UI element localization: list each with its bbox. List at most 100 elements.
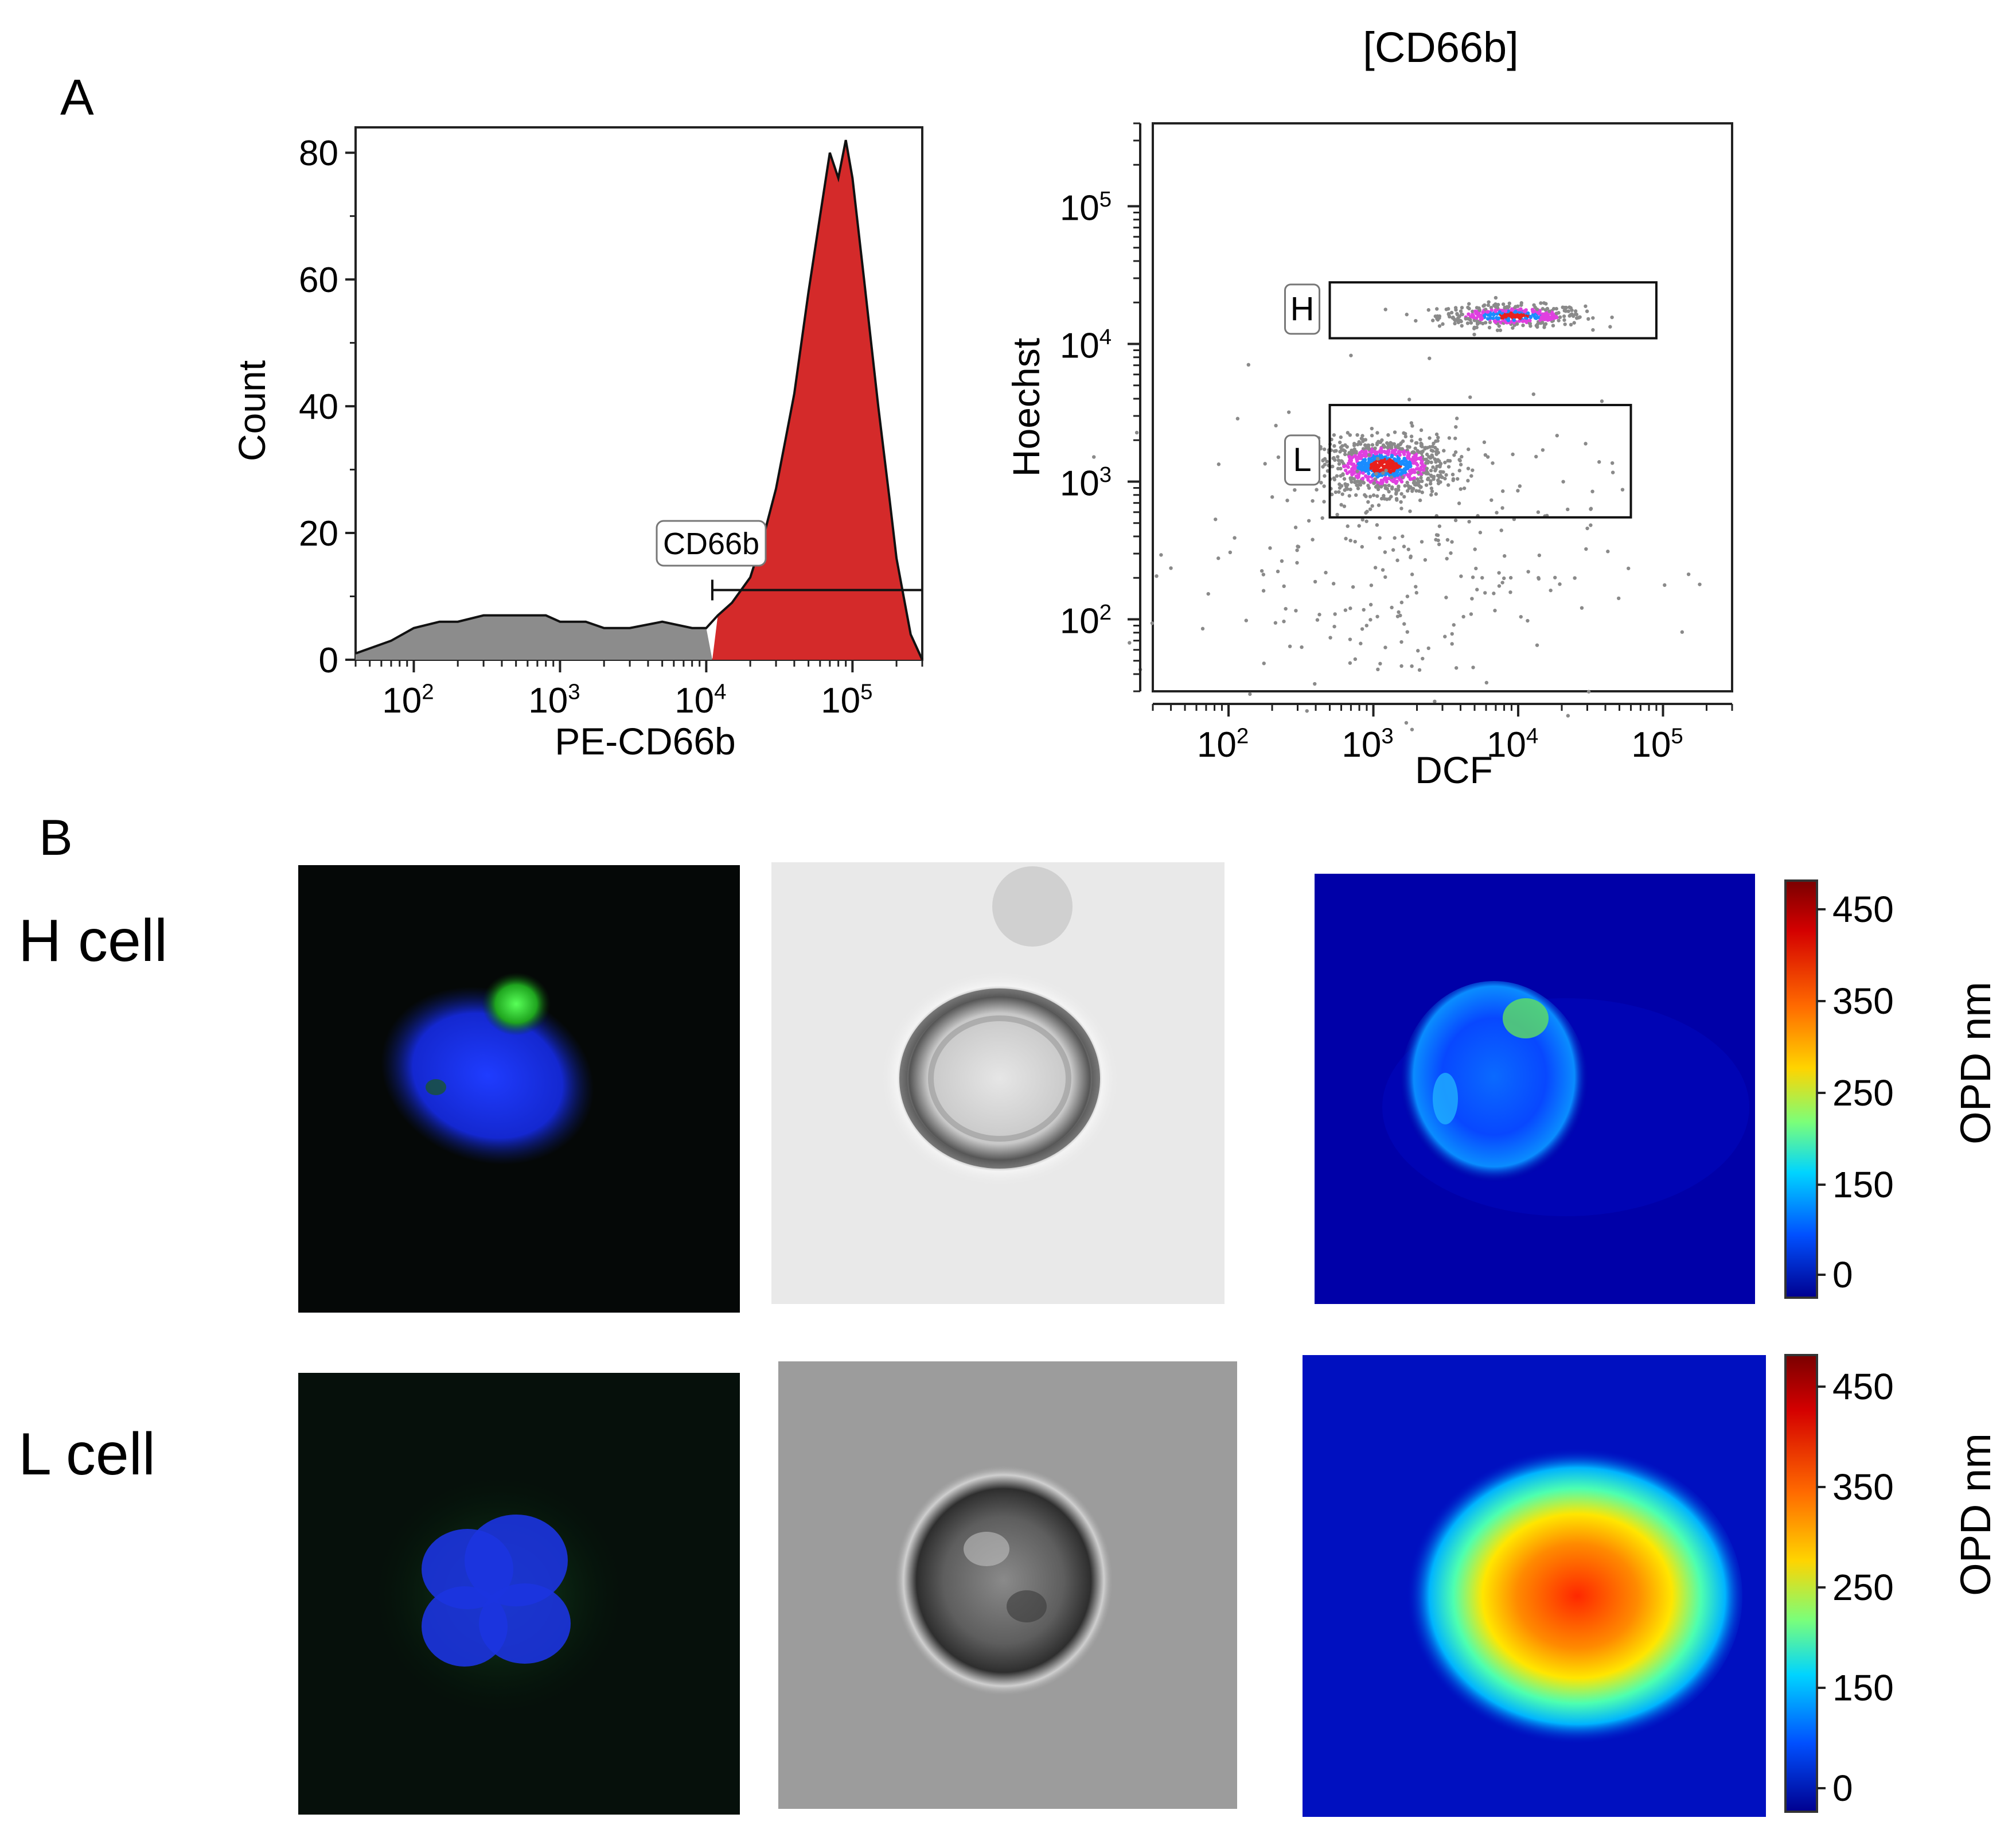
scatter-point	[1485, 455, 1490, 459]
scatter-point	[1366, 464, 1370, 469]
scatter-point	[1352, 462, 1356, 466]
scatter-point	[1410, 664, 1414, 668]
scatter-point	[1381, 480, 1385, 484]
scatter-point	[1534, 324, 1538, 328]
scatter-point	[1562, 318, 1566, 322]
scatter-point	[1467, 302, 1471, 306]
scatter-point	[1544, 302, 1548, 306]
scatter-point	[1475, 587, 1479, 591]
scatter-point	[1475, 325, 1479, 329]
scatter-point	[1352, 477, 1356, 481]
scatter-point	[1343, 449, 1347, 453]
scatter-point	[1433, 699, 1437, 703]
scatter-point	[1491, 316, 1495, 321]
scatter-point	[1370, 426, 1374, 431]
scatter-point	[1427, 455, 1431, 459]
scatter-point	[1409, 434, 1414, 438]
scatter-point	[1328, 636, 1332, 640]
scatter-point	[1518, 316, 1522, 320]
scatter-point	[1428, 481, 1433, 486]
scatter-point	[1285, 499, 1289, 503]
scatter-point	[1522, 309, 1526, 313]
scatter-point	[1408, 464, 1413, 468]
scatter-point	[1363, 438, 1368, 442]
scatter-point	[1389, 475, 1394, 480]
scatter-point	[1443, 635, 1447, 639]
histogram-xtick-label: 103	[528, 679, 580, 721]
scatter-point	[1347, 494, 1351, 498]
scatter-point	[1390, 454, 1394, 458]
scatter-point	[1381, 471, 1385, 475]
scatter-point	[1437, 324, 1442, 328]
scatter-point	[1368, 507, 1372, 511]
scatter-point	[1383, 450, 1387, 455]
scatter-point	[1307, 519, 1311, 523]
scatter-point	[1419, 485, 1423, 489]
scatter-point	[1536, 310, 1540, 314]
scatter-point	[1379, 459, 1383, 463]
gate-h-label-box	[1284, 283, 1321, 335]
scatter-point	[1401, 439, 1405, 443]
scatter-point	[1426, 459, 1430, 464]
scatter-point	[1541, 448, 1545, 452]
scatter-point	[1467, 312, 1471, 316]
colorbar-tick-label: 350	[1832, 980, 1894, 1022]
scatter-point	[1349, 353, 1353, 357]
scatter-point	[1423, 447, 1427, 451]
scatter-point	[1367, 457, 1371, 461]
scatter-point	[1405, 313, 1409, 317]
scatter-point	[1506, 318, 1511, 322]
scatter-point	[1428, 445, 1432, 449]
scatter-point	[1381, 568, 1385, 572]
scatter-point	[1339, 435, 1343, 439]
scatter-point	[1384, 478, 1389, 482]
scatter-point	[1562, 309, 1566, 313]
scatter-point	[1313, 579, 1317, 584]
scatter-point	[1393, 479, 1397, 484]
scatter-point	[1390, 442, 1394, 446]
scatter-point	[1471, 309, 1475, 313]
scatter-point	[1293, 488, 1297, 492]
scatter-point	[1150, 621, 1155, 625]
scatter-point	[1362, 461, 1366, 465]
scatter-point	[1368, 495, 1372, 499]
scatter-point	[1475, 316, 1479, 320]
scatter-point	[1363, 493, 1367, 497]
scatter-point	[1424, 483, 1429, 487]
scatter-point	[1510, 307, 1514, 311]
scatter-point	[1577, 316, 1581, 320]
scatter-point	[1367, 486, 1371, 490]
scatter-point	[1573, 309, 1578, 313]
scatter-point	[1444, 473, 1448, 477]
scatter-point	[1367, 471, 1371, 476]
scatter-point	[1384, 468, 1388, 473]
scatter-point	[1418, 498, 1422, 503]
scatter-point	[1455, 312, 1459, 316]
scatter-point	[1486, 303, 1491, 308]
scatter-point	[1494, 320, 1498, 324]
colorbar-tick-label: 150	[1832, 1164, 1894, 1205]
scatter-point	[1435, 307, 1439, 311]
scatter-point	[1405, 489, 1410, 493]
scatter-point	[1407, 486, 1411, 491]
scatter-point	[1518, 308, 1522, 312]
scatter-point	[1430, 489, 1434, 493]
scatter-point	[1348, 433, 1352, 437]
scatter-point	[1360, 544, 1364, 549]
scatter-point	[1385, 486, 1389, 491]
scatter-point	[1446, 307, 1450, 311]
scatter-point	[1344, 536, 1348, 541]
scatter-point	[1409, 555, 1413, 559]
scatter-point	[1475, 306, 1479, 310]
scatter-point	[1300, 645, 1304, 649]
colorbar-tick-label: 150	[1832, 1667, 1894, 1708]
scatter-point	[1324, 570, 1328, 575]
scatter-point	[1460, 312, 1464, 317]
scatter-point	[1386, 446, 1390, 450]
scatter-point	[1394, 492, 1398, 496]
scatter-title: [CD66b]	[1363, 24, 1518, 71]
scatter-point	[1419, 465, 1423, 469]
histogram-ytick-label: 40	[299, 387, 338, 427]
scatter-point	[1420, 491, 1424, 495]
scatter-point	[1353, 539, 1357, 544]
